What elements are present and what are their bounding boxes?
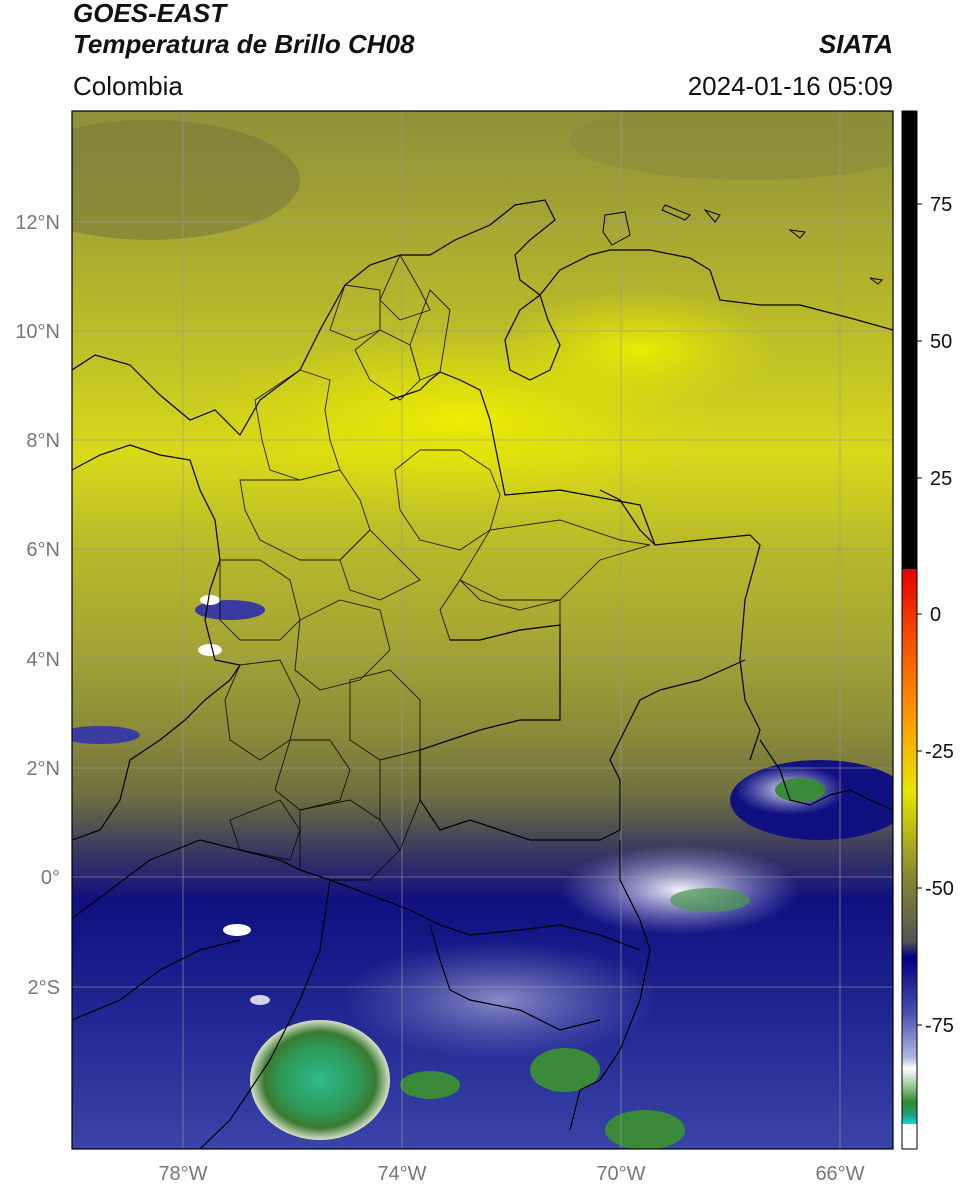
lon-label: 70°W (596, 1163, 645, 1185)
lon-label: 66°W (815, 1163, 864, 1185)
colorbar-tick-label: -75 (925, 1015, 954, 1037)
colorbar-ticks (917, 203, 922, 1026)
colorbar-tick-label: 25 (930, 468, 952, 490)
colorbar-tick-label: 75 (930, 194, 952, 216)
lat-label: 8°N (26, 430, 60, 452)
datetime-label: 2024-01-16 05:09 (687, 71, 893, 101)
colorbar-bottom-segment (902, 1124, 917, 1149)
map-frame (71, 110, 894, 1150)
colorbar-tick-label: -25 (925, 741, 954, 763)
lat-label: 2°N (26, 758, 60, 780)
lon-label: 78°W (158, 1163, 207, 1185)
region-label: Colombia (73, 71, 183, 101)
colorbar-warm-segment (902, 111, 917, 569)
map-title-line2: Temperatura de Brillo CH08 (73, 29, 415, 59)
colorbar-tick-label: -50 (925, 878, 954, 900)
department-borders (219, 254, 651, 881)
lon-label: 74°W (377, 1163, 426, 1185)
graticule (72, 111, 893, 1149)
islands (602, 204, 884, 285)
agency-label: SIATA (818, 29, 893, 59)
lat-label: 10°N (15, 321, 60, 343)
map-title-line1: GOES-EAST (73, 0, 227, 28)
longitude-labels: 78°W 74°W 70°W 66°W (158, 1163, 864, 1185)
lat-label: 4°N (26, 649, 60, 671)
colorbar-tick-label: 50 (930, 331, 952, 353)
colorbar-frame (901, 110, 918, 1150)
colorbar-labels: 75 50 25 0 -25 -50 -75 (925, 194, 954, 1037)
lat-label: 12°N (15, 212, 60, 234)
colorbar-gradient (902, 569, 917, 1124)
country-borders (72, 199, 893, 1149)
lat-label: 2°S (28, 977, 60, 999)
latitude-labels: 12°N 10°N 8°N 6°N 4°N 2°N 0° 2°S (15, 212, 60, 999)
lat-label: 6°N (26, 539, 60, 561)
lat-label: 0° (41, 867, 60, 889)
colorbar-tick-label: 0 (930, 604, 941, 626)
brightness-temperature-field (72, 111, 893, 1149)
colorbar: 75 50 25 0 -25 -50 -75 (901, 110, 954, 1150)
